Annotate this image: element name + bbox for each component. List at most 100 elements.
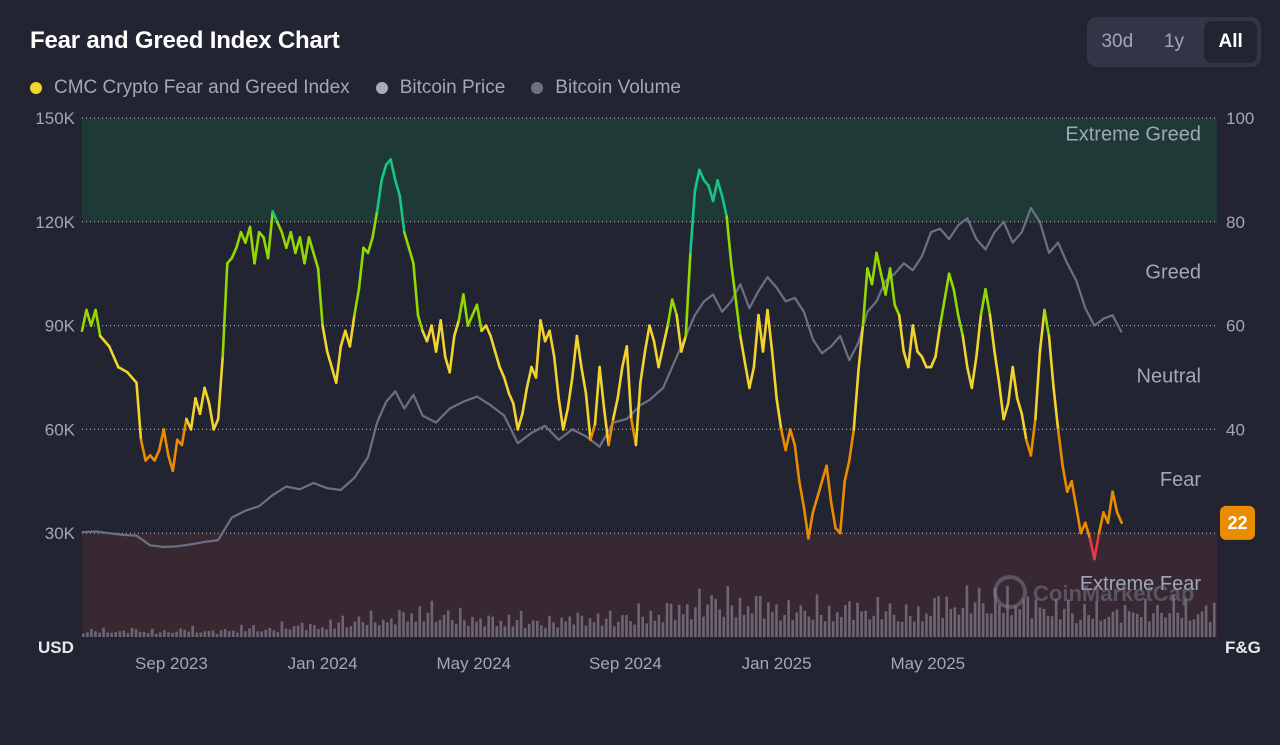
volume-bar: [1160, 612, 1163, 637]
volume-bar: [848, 601, 851, 637]
volume-bar: [596, 613, 600, 637]
volume-bar: [977, 587, 981, 637]
fear-greed-segment: [511, 402, 520, 431]
volume-bar: [953, 607, 957, 637]
legend-label: CMC Crypto Fear and Greed Index: [54, 77, 350, 98]
volume-bar: [272, 630, 276, 637]
volume-bar: [203, 631, 207, 637]
fear-greed-segment: [280, 230, 288, 250]
legend-item-bitcoin-volume[interactable]: Bitcoin Volume: [531, 77, 681, 99]
fear-greed-segment: [661, 324, 670, 348]
fear-greed-segment: [493, 350, 502, 369]
fear-greed-segment: [107, 345, 120, 369]
volume-bar: [519, 610, 523, 637]
volume-bar: [386, 622, 389, 637]
range-button-all[interactable]: All: [1204, 21, 1258, 63]
fear-greed-segment: [1047, 334, 1055, 390]
volume-bar: [531, 620, 535, 637]
volume-bar: [929, 615, 932, 637]
volume-bar: [325, 629, 328, 637]
fear-greed-segment: [389, 158, 397, 182]
volume-bar: [803, 610, 807, 637]
volume-bar: [965, 585, 969, 637]
fear-greed-segment: [393, 179, 402, 198]
fear-greed-segment: [457, 293, 465, 322]
volume-bar: [1030, 618, 1034, 637]
fear-greed-segment: [475, 303, 483, 333]
volume-bar: [779, 620, 782, 637]
volume-bar: [864, 610, 867, 637]
volume-bar: [422, 621, 426, 637]
volume-bar: [1095, 600, 1098, 637]
fear-greed-segment: [135, 381, 143, 442]
volume-bar: [908, 615, 912, 637]
legend-item-bitcoin-price[interactable]: Bitcoin Price: [375, 77, 506, 99]
volume-bar: [799, 605, 803, 637]
volume-bars: [82, 585, 1216, 637]
volume-bar: [418, 606, 422, 637]
volume-bar: [937, 596, 940, 637]
fear-greed-segment: [203, 386, 211, 405]
volume-bar: [604, 618, 608, 637]
volume-bar: [669, 603, 673, 637]
zone-bands: [82, 118, 1217, 637]
fear-greed-segment: [838, 479, 847, 535]
fear-greed-segment: [407, 246, 415, 265]
fear-greed-segment: [993, 350, 1001, 385]
volume-bar: [1006, 585, 1009, 637]
bitcoin-price-line: [81, 206, 1123, 549]
volume-bar: [138, 631, 142, 637]
zone-label: Extreme Greed: [1065, 124, 1201, 146]
volume-bar: [373, 622, 377, 637]
right-axis-unit: F&G: [1225, 638, 1261, 657]
volume-bar: [775, 604, 778, 637]
fear-greed-segment: [670, 298, 679, 317]
volume-bar: [706, 604, 709, 637]
fear-greed-segment: [725, 215, 733, 265]
watermark: CoinMarketCap: [993, 575, 1194, 609]
volume-bar: [657, 614, 661, 637]
range-button-30d[interactable]: 30d: [1101, 31, 1134, 52]
volume-bar: [345, 627, 349, 637]
volume-bar: [118, 631, 122, 637]
fear-greed-segment: [1093, 531, 1101, 561]
fear-greed-segment: [1088, 537, 1096, 561]
fear-greed-segment: [598, 365, 606, 410]
volume-bar: [1087, 615, 1090, 637]
volume-bar: [1119, 622, 1123, 637]
volume-bar: [349, 626, 353, 637]
x-axis-tick: Sep 2023: [135, 654, 208, 673]
volume-bar: [317, 629, 320, 637]
fear-greed-segment: [752, 313, 760, 369]
fear-greed-segment: [861, 267, 869, 327]
volume-bar: [580, 615, 584, 637]
volume-bar: [463, 620, 466, 637]
fear-greed-segment: [357, 246, 365, 291]
fear-greed-segment: [1020, 412, 1028, 442]
fear-greed-segment: [788, 428, 797, 447]
current-value-badge-bg: [1220, 505, 1255, 540]
volume-bar: [1131, 612, 1135, 637]
x-axis-tick: May 2024: [436, 654, 511, 673]
volume-bar: [1022, 599, 1026, 637]
volume-bar: [1184, 598, 1188, 637]
volume-bar: [888, 603, 892, 637]
volume-bar: [1200, 611, 1204, 637]
volume-bar: [758, 596, 762, 637]
volume-bar: [949, 608, 953, 637]
volume-bar: [698, 588, 701, 637]
volume-bar: [823, 621, 827, 637]
volume-bar: [1071, 613, 1074, 637]
fear-greed-segment: [1006, 365, 1015, 405]
right-axis-tick: 60: [1226, 317, 1245, 336]
volume-bar: [876, 597, 880, 637]
legend-label: Bitcoin Price: [399, 77, 506, 98]
volume-bar: [402, 612, 405, 637]
volume-bar: [471, 616, 474, 637]
legend-item-fear-greed[interactable]: CMC Crypto Fear and Greed Index: [30, 77, 350, 99]
fear-greed-segment: [648, 324, 656, 343]
fear-greed-segment: [412, 261, 420, 317]
legend-dot-icon: [531, 82, 544, 94]
range-button-1y[interactable]: 1y: [1163, 31, 1185, 52]
